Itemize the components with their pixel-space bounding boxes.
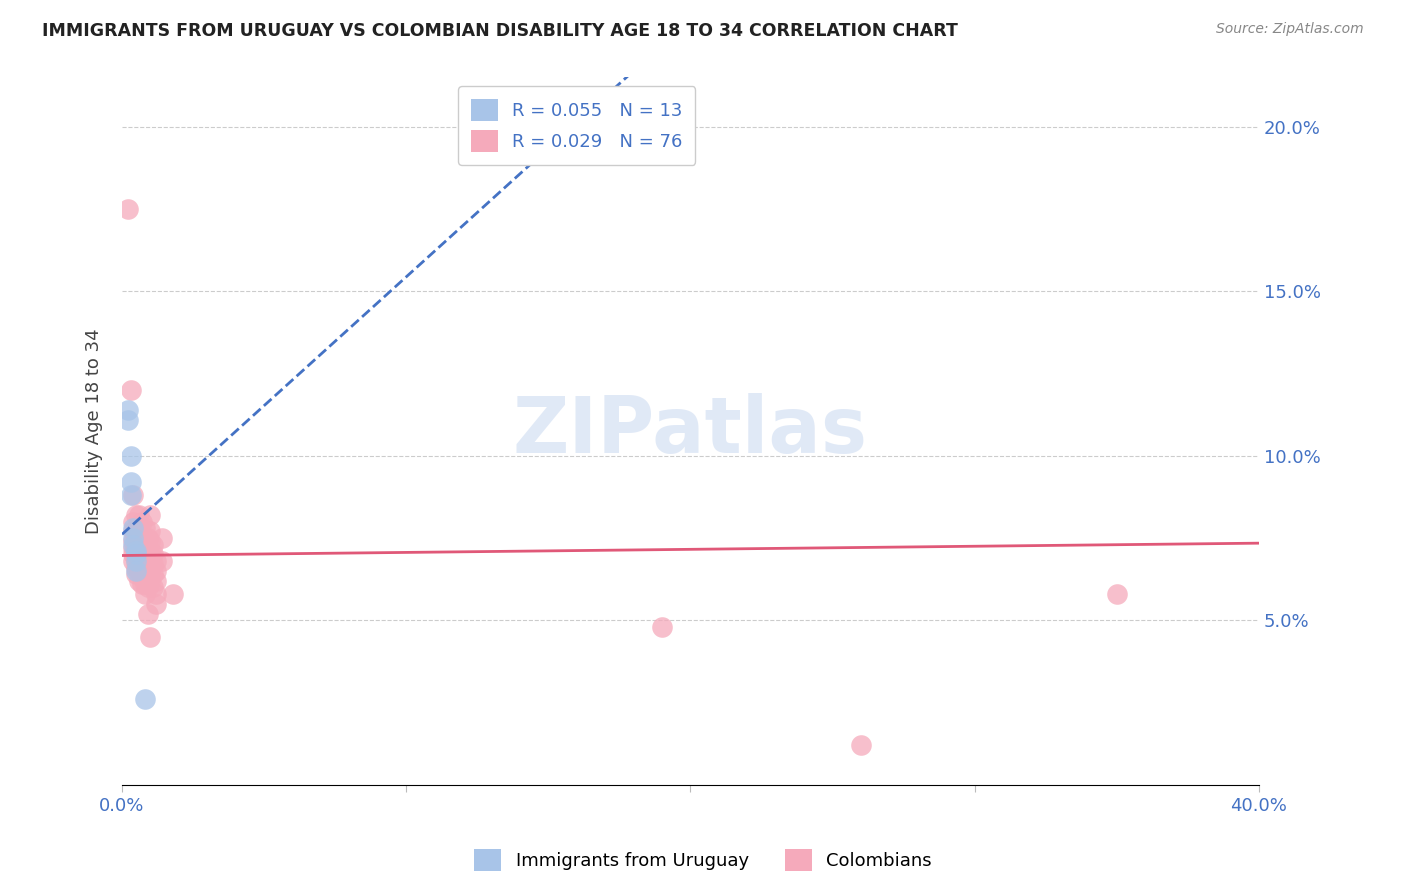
Point <box>139 574 162 588</box>
Point <box>136 560 159 574</box>
Point <box>120 383 142 397</box>
Point <box>122 488 145 502</box>
Point <box>134 567 156 582</box>
Point <box>142 538 165 552</box>
Point <box>122 534 145 549</box>
Text: IMMIGRANTS FROM URUGUAY VS COLOMBIAN DISABILITY AGE 18 TO 34 CORRELATION CHART: IMMIGRANTS FROM URUGUAY VS COLOMBIAN DIS… <box>42 22 957 40</box>
Point <box>128 538 150 552</box>
Point <box>125 554 148 568</box>
Point <box>131 550 153 565</box>
Point <box>145 597 167 611</box>
Point <box>134 692 156 706</box>
Point <box>125 548 148 562</box>
Point <box>131 558 153 572</box>
Point <box>125 508 148 522</box>
Point <box>122 541 145 555</box>
Point <box>125 560 148 574</box>
Point <box>128 521 150 535</box>
Point <box>122 524 145 539</box>
Point <box>150 554 173 568</box>
Point <box>125 548 148 562</box>
Point <box>134 560 156 574</box>
Point <box>131 544 153 558</box>
Point <box>136 570 159 584</box>
Point <box>134 541 156 555</box>
Point <box>125 541 148 555</box>
Point <box>142 558 165 572</box>
Point <box>134 531 156 545</box>
Point <box>142 580 165 594</box>
Point <box>1105 587 1128 601</box>
Text: Source: ZipAtlas.com: Source: ZipAtlas.com <box>1216 22 1364 37</box>
Point <box>125 564 148 578</box>
Y-axis label: Disability Age 18 to 34: Disability Age 18 to 34 <box>86 328 103 534</box>
Point <box>134 554 156 568</box>
Point <box>128 550 150 565</box>
Point <box>125 554 148 568</box>
Point <box>139 564 162 578</box>
Point <box>136 541 159 555</box>
Point <box>117 402 139 417</box>
Point <box>131 564 153 578</box>
Point <box>125 544 148 558</box>
Point <box>136 580 159 594</box>
Point <box>145 564 167 578</box>
Point <box>128 531 150 545</box>
Point <box>651 620 673 634</box>
Point <box>125 521 148 535</box>
Point <box>131 515 153 529</box>
Point <box>139 544 162 558</box>
Point <box>134 548 156 562</box>
Point <box>117 202 139 216</box>
Point <box>120 475 142 489</box>
Point <box>125 567 148 582</box>
Text: ZIPatlas: ZIPatlas <box>513 393 868 469</box>
Point <box>134 587 156 601</box>
Point <box>131 570 153 584</box>
Point <box>134 577 156 591</box>
Point <box>122 538 145 552</box>
Point <box>122 554 145 568</box>
Point <box>162 587 184 601</box>
Point <box>128 544 150 558</box>
Point <box>145 587 167 601</box>
Point <box>122 515 145 529</box>
Point <box>122 521 145 535</box>
Point <box>136 607 159 621</box>
Point <box>117 412 139 426</box>
Point <box>128 558 150 572</box>
Point <box>139 524 162 539</box>
Point <box>125 531 148 545</box>
Point <box>139 554 162 568</box>
Point <box>131 538 153 552</box>
Point <box>136 531 159 545</box>
Point <box>150 531 173 545</box>
Point <box>849 739 872 753</box>
Point <box>142 567 165 582</box>
Point <box>139 508 162 522</box>
Point <box>120 449 142 463</box>
Point <box>128 574 150 588</box>
Legend: R = 0.055   N = 13, R = 0.029   N = 76: R = 0.055 N = 13, R = 0.029 N = 76 <box>458 87 696 165</box>
Point <box>120 488 142 502</box>
Point <box>131 527 153 541</box>
Point <box>122 548 145 562</box>
Point <box>139 534 162 549</box>
Point <box>128 564 150 578</box>
Point <box>128 508 150 522</box>
Point <box>145 574 167 588</box>
Point <box>145 554 167 568</box>
Point <box>131 577 153 591</box>
Point <box>142 548 165 562</box>
Point <box>136 548 159 562</box>
Legend: Immigrants from Uruguay, Colombians: Immigrants from Uruguay, Colombians <box>467 842 939 879</box>
Point <box>136 554 159 568</box>
Point <box>139 630 162 644</box>
Point <box>122 531 145 545</box>
Point <box>134 521 156 535</box>
